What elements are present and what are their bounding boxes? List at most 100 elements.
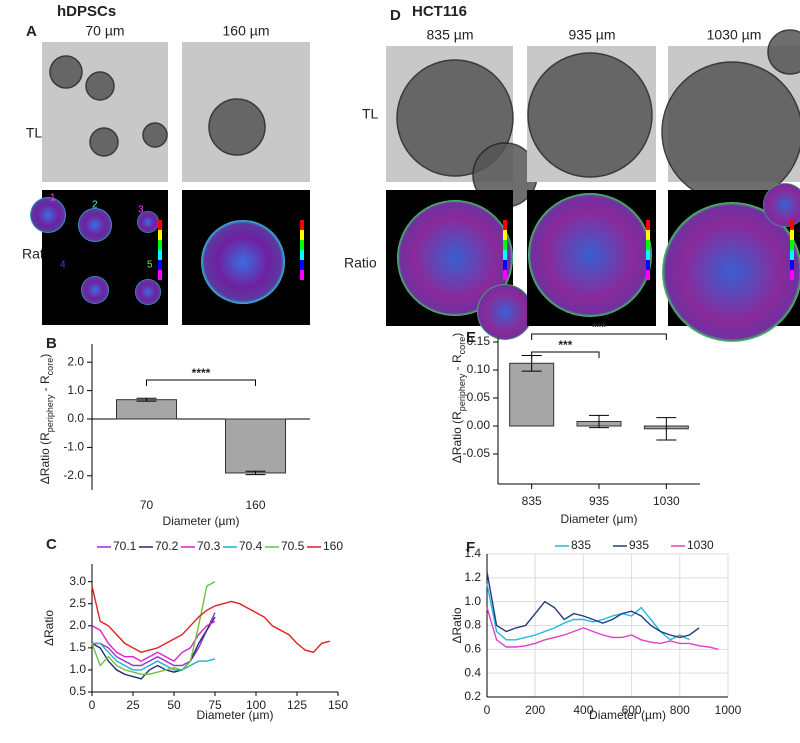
colorbar	[646, 270, 650, 280]
spheroid	[89, 127, 119, 157]
spheroid-ratio	[397, 200, 513, 316]
line-series	[486, 571, 700, 639]
x-tick-label: 1030	[653, 494, 680, 508]
colorbar	[790, 230, 794, 240]
y-tick-label: 1.0	[67, 383, 84, 397]
significance: ****	[192, 366, 211, 380]
bar	[225, 418, 286, 474]
spheroid	[208, 98, 266, 156]
spheroid	[661, 61, 800, 203]
y-axis-label-part: ΔRatio (R	[38, 432, 52, 484]
colorbar	[503, 220, 507, 230]
colorbar	[790, 270, 794, 280]
y-tick-label: 2.5	[69, 596, 86, 610]
y-axis-label-part: )	[450, 333, 464, 337]
line-series	[486, 583, 690, 641]
x-tick-label: 0	[484, 703, 491, 717]
y-axis-label: ΔRatio (Rperiphery - Rcore)	[38, 354, 55, 484]
line-series	[91, 581, 216, 675]
y-axis-label-part: ΔRatio (R	[450, 411, 464, 463]
legend-label: 835	[571, 538, 591, 552]
spheroid-number: 1	[50, 193, 56, 204]
colorbar	[300, 250, 304, 260]
colorbar	[790, 250, 794, 260]
size-label: 935 µm	[569, 27, 616, 43]
x-tick-label: 150	[328, 698, 348, 712]
x-axis-label: Diameter (µm)	[589, 708, 666, 722]
y-tick-label: -1.0	[63, 440, 84, 454]
y-axis-label-part: - R	[450, 354, 464, 374]
colorbar	[158, 270, 162, 280]
line-series	[486, 607, 719, 650]
spheroid-ratio	[30, 197, 66, 233]
colorbar	[300, 240, 304, 250]
colorbar	[158, 250, 162, 260]
spheroid-ratio	[135, 279, 161, 305]
significance: ***	[592, 320, 606, 334]
panel-letter: C	[46, 536, 57, 553]
x-tick-label: 200	[525, 703, 545, 717]
spheroid-number: 3	[138, 205, 144, 216]
colorbar	[503, 270, 507, 280]
spheroid-ratio	[763, 183, 800, 227]
x-tick-label: 125	[287, 698, 307, 712]
x-tick-label: 50	[167, 698, 181, 712]
y-axis-label-part: )	[38, 354, 52, 358]
y-tick-label: 2.0	[69, 618, 86, 632]
y-tick-label: 0.00	[467, 418, 491, 432]
y-tick-label: 0.0	[67, 411, 84, 425]
y-tick-label: 1.2	[464, 570, 481, 584]
panel-letter: A	[26, 23, 37, 40]
spheroid-ratio	[662, 202, 800, 342]
significance: ***	[558, 338, 572, 352]
row-label: TL	[26, 125, 43, 141]
y-axis-label: ΔRatio	[42, 610, 56, 646]
y-axis-label: ΔRatio (Rperiphery - Rcore)	[450, 333, 467, 463]
colorbar	[158, 240, 162, 250]
x-tick-label: 800	[670, 703, 690, 717]
colorbar	[646, 230, 650, 240]
significance-bracket	[531, 351, 600, 358]
spheroid-number: 2	[92, 200, 98, 211]
colorbar	[158, 220, 162, 230]
legend-label: 70.2	[155, 539, 179, 553]
legend-label: 1030	[687, 538, 714, 552]
colorbar	[300, 260, 304, 270]
x-tick-label: 70	[140, 498, 154, 512]
panel-letter: D	[390, 7, 401, 24]
spheroid-ratio	[78, 208, 112, 242]
right-title: HCT116	[412, 3, 467, 20]
colorbar	[646, 220, 650, 230]
legend-label: 70.1	[113, 539, 137, 553]
y-tick-label: 1.5	[69, 640, 86, 654]
x-tick-label: 0	[89, 698, 96, 712]
y-tick-label: -2.0	[63, 468, 84, 482]
spheroid	[85, 71, 115, 101]
spheroid	[396, 59, 514, 177]
left-title: hDPSCs	[57, 3, 116, 20]
y-tick-label: 0.5	[69, 684, 86, 698]
x-tick-label: 935	[589, 494, 609, 508]
x-tick-label: 25	[126, 698, 140, 712]
y-axis-label-part: - R	[38, 375, 52, 395]
spheroid-ratio	[137, 211, 159, 233]
spheroid	[142, 122, 168, 148]
size-label: 160 µm	[223, 23, 270, 39]
colorbar	[790, 240, 794, 250]
y-axis-label: ΔRatio	[450, 607, 464, 643]
line-series	[92, 612, 216, 667]
size-label: 835 µm	[427, 27, 474, 43]
y-tick-label: 0.2	[464, 689, 481, 703]
colorbar	[503, 230, 507, 240]
legend-label: 935	[629, 538, 649, 552]
size-label: 1030 µm	[707, 27, 762, 43]
x-axis-label: Diameter (µm)	[163, 514, 240, 528]
spheroid-ratio	[528, 193, 652, 317]
spheroid	[527, 52, 653, 178]
colorbar	[158, 230, 162, 240]
y-tick-label: 0.05	[467, 390, 491, 404]
x-tick-label: 160	[245, 498, 265, 512]
y-tick-label: 2.0	[67, 354, 84, 368]
significance-bracket	[531, 333, 667, 340]
